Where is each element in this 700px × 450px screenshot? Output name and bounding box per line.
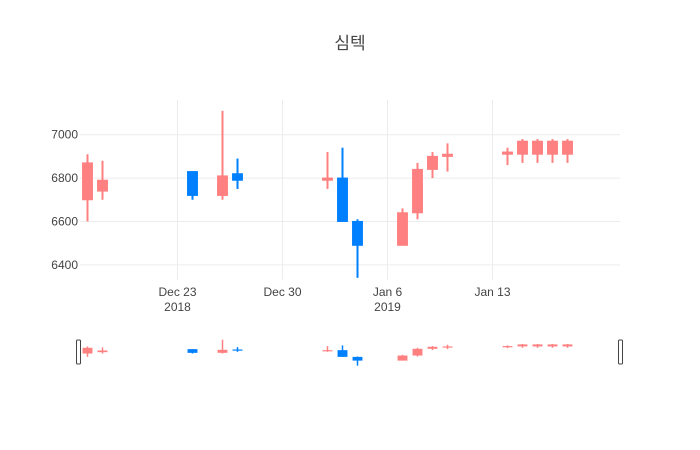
y-tick-label: 7000 <box>51 128 78 142</box>
range-slider-left-handle[interactable] <box>76 339 81 365</box>
slider-candle-body <box>82 347 93 354</box>
slider-candle <box>547 344 558 348</box>
candle-decreasing <box>337 147 348 222</box>
candle-body <box>217 175 228 196</box>
slider-candle <box>352 356 363 366</box>
candle-increasing <box>502 147 513 166</box>
candle-body <box>547 140 558 155</box>
slider-candle-body <box>322 350 333 352</box>
candle-increasing <box>532 139 543 163</box>
slider-candle <box>412 347 423 357</box>
range-slider-right-handle[interactable] <box>618 339 623 365</box>
candle-increasing <box>562 139 573 163</box>
candle-increasing <box>82 154 93 222</box>
candle-body <box>517 140 528 155</box>
slider-candle <box>232 347 243 352</box>
slider-candle-body <box>517 344 528 347</box>
slider-candle-body <box>412 348 423 356</box>
slider-candle-body <box>547 344 558 347</box>
candle-increasing <box>97 160 108 200</box>
slider-candle-body <box>352 356 363 361</box>
candle-body <box>97 179 108 192</box>
slider-candle-body <box>427 346 438 349</box>
y-tick-label: 6800 <box>51 171 78 185</box>
slider-candle <box>502 345 513 349</box>
candle-increasing <box>412 162 423 220</box>
candle-decreasing <box>232 158 243 189</box>
slider-candle <box>397 354 408 361</box>
candle-decreasing <box>187 171 198 200</box>
range-slider[interactable] <box>76 339 623 366</box>
slider-candle-body <box>532 344 543 347</box>
slider-candle <box>322 346 333 352</box>
slider-candle-body <box>442 346 453 348</box>
slider-candle <box>337 345 348 357</box>
slider-candle-body <box>337 350 348 357</box>
x-tick-year-label: 2019 <box>374 300 401 314</box>
slider-candle <box>82 346 93 357</box>
candle-body <box>232 173 243 181</box>
y-tick-label: 6600 <box>51 214 78 228</box>
slider-candle-body <box>217 349 228 353</box>
slider-candle <box>532 344 543 348</box>
candle-increasing <box>217 110 228 200</box>
candle-body <box>502 151 513 155</box>
slider-candle <box>517 344 528 348</box>
x-tick-label: Dec 30 <box>263 285 301 299</box>
slider-candle-body <box>397 355 408 361</box>
candle-increasing <box>322 152 333 189</box>
candle-body <box>397 212 408 246</box>
candle-body <box>412 168 423 214</box>
candle-body <box>562 140 573 155</box>
slider-candle-body <box>97 350 108 353</box>
candle-increasing <box>427 152 438 179</box>
candle-body <box>352 220 363 246</box>
x-tick-label: Jan 6 <box>373 285 403 299</box>
candles[interactable] <box>82 110 573 278</box>
candle-increasing <box>442 143 453 172</box>
slider-candle-body <box>502 346 513 348</box>
candle-body <box>442 153 453 157</box>
grid-lines <box>80 100 620 280</box>
slider-candle-body <box>562 344 573 347</box>
x-tick-label: Dec 23 <box>158 285 196 299</box>
y-tick-label: 6400 <box>51 258 78 272</box>
slider-candle-body <box>232 349 243 351</box>
slider-candle <box>97 347 108 354</box>
candle-increasing <box>517 139 528 163</box>
slider-candle <box>217 339 228 354</box>
x-tick-label: Jan 13 <box>474 285 510 299</box>
candle-increasing <box>397 208 408 246</box>
slider-candle-body <box>187 349 198 353</box>
candle-decreasing <box>352 219 363 278</box>
y-axis-ticks: 6400 6600 6800 7000 <box>51 128 78 272</box>
chart-title: 심텍 <box>334 34 365 54</box>
x-tick-year-label: 2018 <box>164 300 191 314</box>
candle-increasing <box>547 139 558 163</box>
slider-candle <box>427 346 438 351</box>
candle-body <box>322 177 333 181</box>
candle-body <box>427 155 438 170</box>
candle-body <box>187 171 198 196</box>
slider-candle <box>442 344 453 350</box>
candle-body <box>82 162 93 201</box>
slider-candle <box>187 349 198 354</box>
slider-candle <box>562 344 573 348</box>
candle-body <box>532 140 543 155</box>
candle-body <box>337 177 348 222</box>
